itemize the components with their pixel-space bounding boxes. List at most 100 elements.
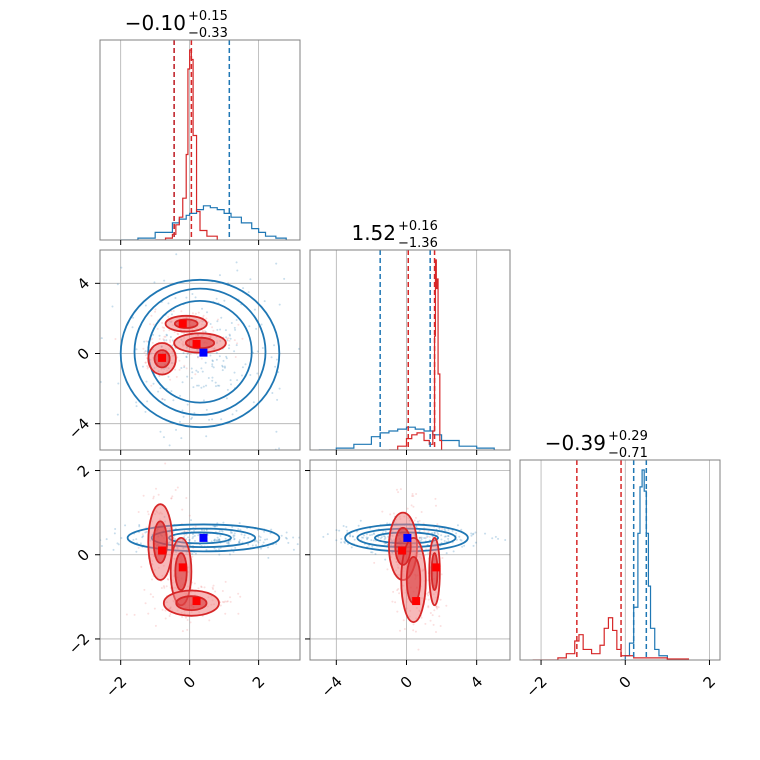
scatter-point <box>255 327 258 330</box>
scatter-point <box>434 504 437 507</box>
scatter-point <box>424 537 427 540</box>
scatter-point <box>239 595 242 598</box>
scatter-point <box>434 497 437 500</box>
scatter-point <box>169 335 172 338</box>
scatter-point <box>278 387 281 390</box>
scatter-point <box>436 531 439 534</box>
scatter-point <box>205 408 208 411</box>
scatter-point <box>441 527 444 530</box>
scatter-point <box>431 614 434 617</box>
scatter-point <box>161 608 164 611</box>
panel-frame <box>519 459 721 661</box>
scatter-point <box>240 374 243 377</box>
scatter-point <box>427 591 430 594</box>
scatter-point <box>412 495 415 498</box>
scatter-point <box>174 368 177 371</box>
scatter-point <box>415 492 418 495</box>
scatter-point <box>146 400 149 403</box>
title-value: −0.39 <box>545 431 606 455</box>
x-tick-label: 2 <box>249 673 268 692</box>
scatter-point <box>452 550 455 553</box>
scatter-point <box>335 529 338 532</box>
scatter-point <box>141 536 144 539</box>
contour-level <box>119 278 281 429</box>
truth-marker <box>192 339 201 348</box>
y-tick-label: 0 <box>74 344 93 363</box>
scatter-point <box>162 338 165 341</box>
scatter-point <box>425 592 428 595</box>
scatter-point <box>154 308 157 311</box>
scatter-point <box>362 536 365 539</box>
scatter-point <box>191 371 194 374</box>
scatter-point <box>181 630 184 633</box>
scatter-point <box>165 333 168 336</box>
scatter-point <box>194 525 197 528</box>
y-tick-label: 4 <box>74 274 93 293</box>
scatter-point <box>143 588 146 591</box>
truth-marker <box>158 546 167 555</box>
scatter-panel-2-1: −4 0 4 <box>305 459 511 701</box>
scatter-point <box>170 497 173 500</box>
scatter-point <box>200 586 203 589</box>
scatter-point <box>216 539 219 542</box>
title-value: 1.52 <box>351 221 396 245</box>
scatter-point <box>424 622 427 625</box>
scatter-point <box>322 535 325 538</box>
scatter-point <box>435 605 438 608</box>
scatter-point <box>373 533 376 536</box>
scatter-point <box>215 539 218 542</box>
scatter-point <box>283 277 286 280</box>
scatter-point <box>141 533 144 536</box>
scatter-point <box>359 519 362 522</box>
scatter-point <box>259 539 262 542</box>
scatter-point <box>226 600 229 603</box>
scatter-point <box>460 528 463 531</box>
scatter-point <box>411 493 414 496</box>
scatter-point <box>386 522 389 525</box>
scatter-point <box>218 538 221 541</box>
scatter-point <box>391 600 394 603</box>
scatter-point <box>263 300 266 303</box>
scatter-point <box>206 311 209 314</box>
scatter-point <box>170 497 173 500</box>
scatter-point <box>260 323 263 326</box>
scatter-point <box>211 326 214 329</box>
contour-level <box>175 595 208 612</box>
scatter-point <box>463 544 466 547</box>
scatter-point <box>215 358 218 361</box>
scatter-point <box>380 536 383 539</box>
scatter-point <box>210 540 213 543</box>
scatter-point <box>410 504 413 507</box>
contour-level <box>174 552 188 592</box>
scatter-point <box>392 512 395 515</box>
scatter-point <box>351 535 354 538</box>
scatter-point <box>237 592 240 595</box>
scatter-point <box>163 586 166 589</box>
scatter-point <box>176 332 179 335</box>
scatter-point <box>175 253 178 256</box>
scatter-point <box>219 328 222 331</box>
truth-marker <box>398 546 407 555</box>
scatter-point <box>216 536 219 539</box>
scatter-point <box>153 281 156 284</box>
scatter-point <box>149 593 152 596</box>
scatter-point <box>226 339 229 342</box>
scatter-point <box>203 586 206 589</box>
scatter-point <box>443 540 446 543</box>
x-tick-label: 0 <box>180 673 199 692</box>
scatter-point <box>372 539 375 542</box>
contour-level <box>405 555 422 605</box>
scatter-point <box>227 541 230 544</box>
scatter-point <box>229 531 232 534</box>
scatter-point <box>447 537 450 540</box>
scatter-point <box>125 613 128 616</box>
scatter-point <box>161 397 164 400</box>
scatter-point <box>461 545 464 548</box>
scatter-point <box>351 535 354 538</box>
scatter-point <box>444 535 447 538</box>
scatter-point <box>379 537 382 540</box>
scatter-point <box>443 535 446 538</box>
panel-frame <box>99 459 301 661</box>
scatter-point <box>497 537 500 540</box>
scatter-point <box>145 340 148 343</box>
